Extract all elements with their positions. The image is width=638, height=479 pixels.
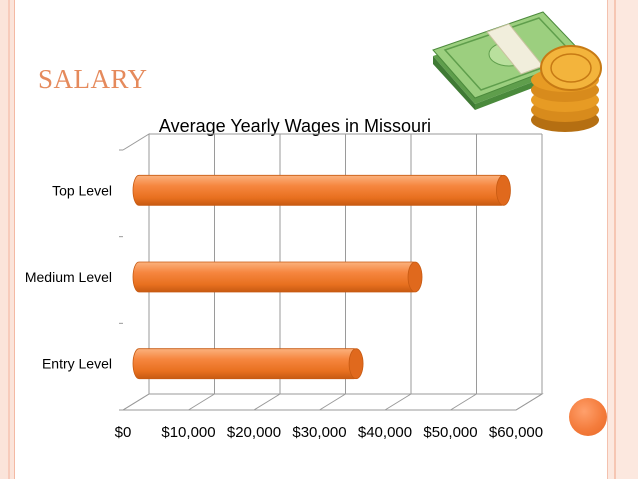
y-tick-label: Entry Level [42, 356, 112, 372]
y-tick-label: Top Level [52, 182, 112, 198]
x-tick-label: $20,000 [227, 424, 281, 441]
bar-body [132, 174, 508, 206]
slide-title: SALARY [38, 64, 148, 94]
x-tick-label: $0 [115, 424, 132, 441]
x-tick-label: $10,000 [161, 424, 215, 441]
money-stack-icon [432, 11, 586, 110]
left-decorative-stripe [0, 0, 15, 479]
grid-line-floor [319, 393, 346, 411]
bar [132, 348, 364, 380]
bar-body [132, 348, 361, 380]
bar-cap [496, 174, 511, 206]
bar [132, 261, 423, 293]
grid-line-floor [515, 393, 543, 411]
grid-line-floor [384, 393, 412, 411]
chart-title: Average Yearly Wages in Missouri [159, 116, 431, 136]
y-tick-label: Medium Level [25, 269, 112, 285]
bar-body [132, 261, 420, 293]
decorative-orange-circle [569, 398, 607, 436]
x-tick-label: $50,000 [423, 424, 477, 441]
x-axis-labels: $0 $10,000 $20,000 $30,000 $40,000 $50,000 $60… [115, 424, 543, 441]
right-decorative-stripe [607, 0, 638, 479]
gold-coins-icon [531, 45, 602, 132]
chart-bars [132, 174, 511, 380]
x-tick-label: $40,000 [358, 424, 412, 441]
left-decorative-line [8, 0, 10, 479]
x-tick-label: $30,000 [292, 424, 346, 441]
grid-line-floor [450, 393, 477, 411]
right-decorative-line [614, 0, 616, 479]
grid-line-floor [253, 393, 281, 411]
money-icon [432, 11, 602, 132]
y-axis-labels: Top Level Medium Level Entry Level [25, 182, 112, 371]
bar-cap [348, 348, 364, 380]
x-tick-label: $60,000 [489, 424, 543, 441]
bar [132, 174, 511, 206]
bar-cap [407, 261, 423, 293]
grid-line-floor [188, 393, 215, 411]
grid-line-floor [122, 393, 150, 411]
